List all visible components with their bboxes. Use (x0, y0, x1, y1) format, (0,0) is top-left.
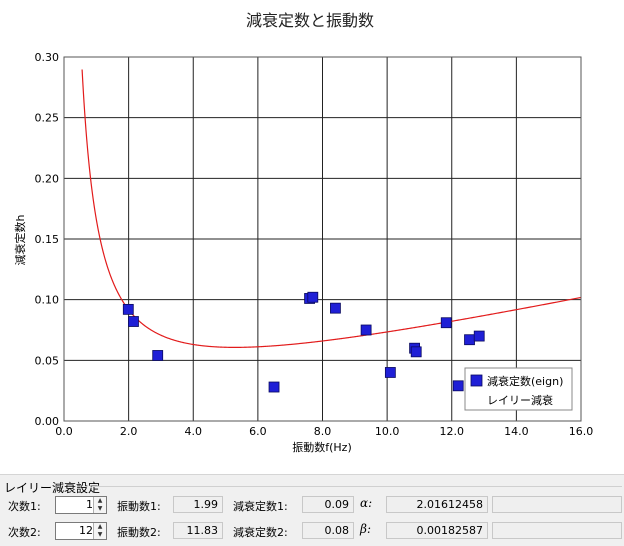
order2-spinner[interactable]: 12 ▲ ▼ (55, 522, 107, 540)
data-point (330, 302, 341, 314)
y-tick-label: 0.30 (35, 51, 60, 64)
damp1-label: 減衰定数1: (233, 500, 288, 513)
y-tick-label: 0.25 (35, 112, 60, 125)
extra-field-2 (492, 522, 622, 539)
grid (63, 56, 582, 422)
order1-spin-buttons[interactable]: ▲ ▼ (93, 497, 106, 513)
chart-title: 減衰定数と振動数 (246, 11, 374, 30)
rayleigh-curve (81, 69, 582, 348)
legend-marker-eign (470, 374, 483, 387)
x-axis-label: 振動数f(Hz) (292, 440, 352, 454)
data-point (410, 346, 422, 358)
order1-spinner[interactable]: 1 ▲ ▼ (55, 496, 107, 514)
x-tick-label: 2.0 (120, 425, 138, 438)
legend-box (464, 367, 573, 411)
x-tick-label: 0.0 (55, 425, 73, 438)
legend-label-eign: 減衰定数(eign) (487, 374, 563, 388)
rayleigh-settings-panel: レイリー減衰設定 次数1: 1 ▲ ▼ 振動数1: 1.99 減衰定数1: 0.0… (0, 474, 624, 546)
y-tick-label: 0.00 (35, 415, 60, 428)
y-tick-label: 0.15 (35, 233, 60, 246)
data-point (128, 316, 139, 327)
data-point (473, 330, 485, 342)
data-point (152, 350, 164, 361)
data-point (307, 291, 319, 303)
alpha-field: 2.01612458 (386, 496, 488, 513)
freq1-field: 1.99 (173, 496, 223, 513)
x-tick-label: 14.0 (504, 425, 529, 438)
data-point (268, 381, 280, 393)
y-tick-labels: 0.00 0.05 0.10 0.15 0.20 0.25 0.30 (35, 51, 60, 428)
freq2-field: 11.83 (173, 522, 223, 539)
data-points (122, 291, 485, 393)
damp2-field: 0.08 (302, 522, 354, 539)
data-point (384, 367, 396, 378)
legend: 減衰定数(eign) レイリー減衰 (464, 367, 573, 411)
extra-field-1 (492, 496, 622, 513)
y-axis-label: 減衰定数h (13, 214, 27, 265)
order1-label: 次数1: (8, 500, 41, 513)
order2-spin-buttons[interactable]: ▲ ▼ (93, 523, 106, 539)
x-tick-label: 6.0 (249, 425, 267, 438)
y-tick-label: 0.05 (35, 354, 60, 367)
data-point (464, 334, 475, 346)
freq2-label: 振動数2: (117, 526, 161, 539)
order1-value: 1 (86, 498, 93, 511)
x-tick-label: 4.0 (185, 425, 203, 438)
data-point (360, 324, 372, 336)
beta-label: β: (360, 522, 371, 536)
x-tick-labels: 0.0 2.0 4.0 6.0 8.0 10.0 12.0 14.0 16.0 (55, 425, 593, 438)
x-tick-label: 12.0 (440, 425, 465, 438)
data-point (122, 303, 134, 315)
order2-value: 12 (79, 524, 93, 537)
settings-group-title: レイリー減衰設定 (4, 481, 101, 495)
legend-label-rayleigh: レイリー減衰 (487, 393, 553, 407)
y-tick-label: 0.20 (35, 172, 60, 185)
freq1-label: 振動数1: (117, 500, 161, 513)
data-point (440, 317, 452, 329)
order2-label: 次数2: (8, 526, 41, 539)
group-divider (92, 486, 622, 487)
x-tick-label: 10.0 (375, 425, 400, 438)
plot-frame (63, 56, 582, 422)
alpha-label: α: (360, 496, 373, 510)
damping-chart: 減衰定数と振動数 0.0 2.0 4.0 6.0 8.0 10.0 12.0 14.0 16.0… (13, 11, 593, 454)
x-tick-label: 16.0 (569, 425, 594, 438)
data-point (452, 380, 464, 392)
y-tick-label: 0.10 (35, 294, 60, 307)
damp2-label: 減衰定数2: (233, 526, 288, 539)
x-tick-label: 8.0 (314, 425, 332, 438)
damp1-field: 0.09 (302, 496, 354, 513)
beta-field: 0.00182587 (386, 522, 488, 539)
